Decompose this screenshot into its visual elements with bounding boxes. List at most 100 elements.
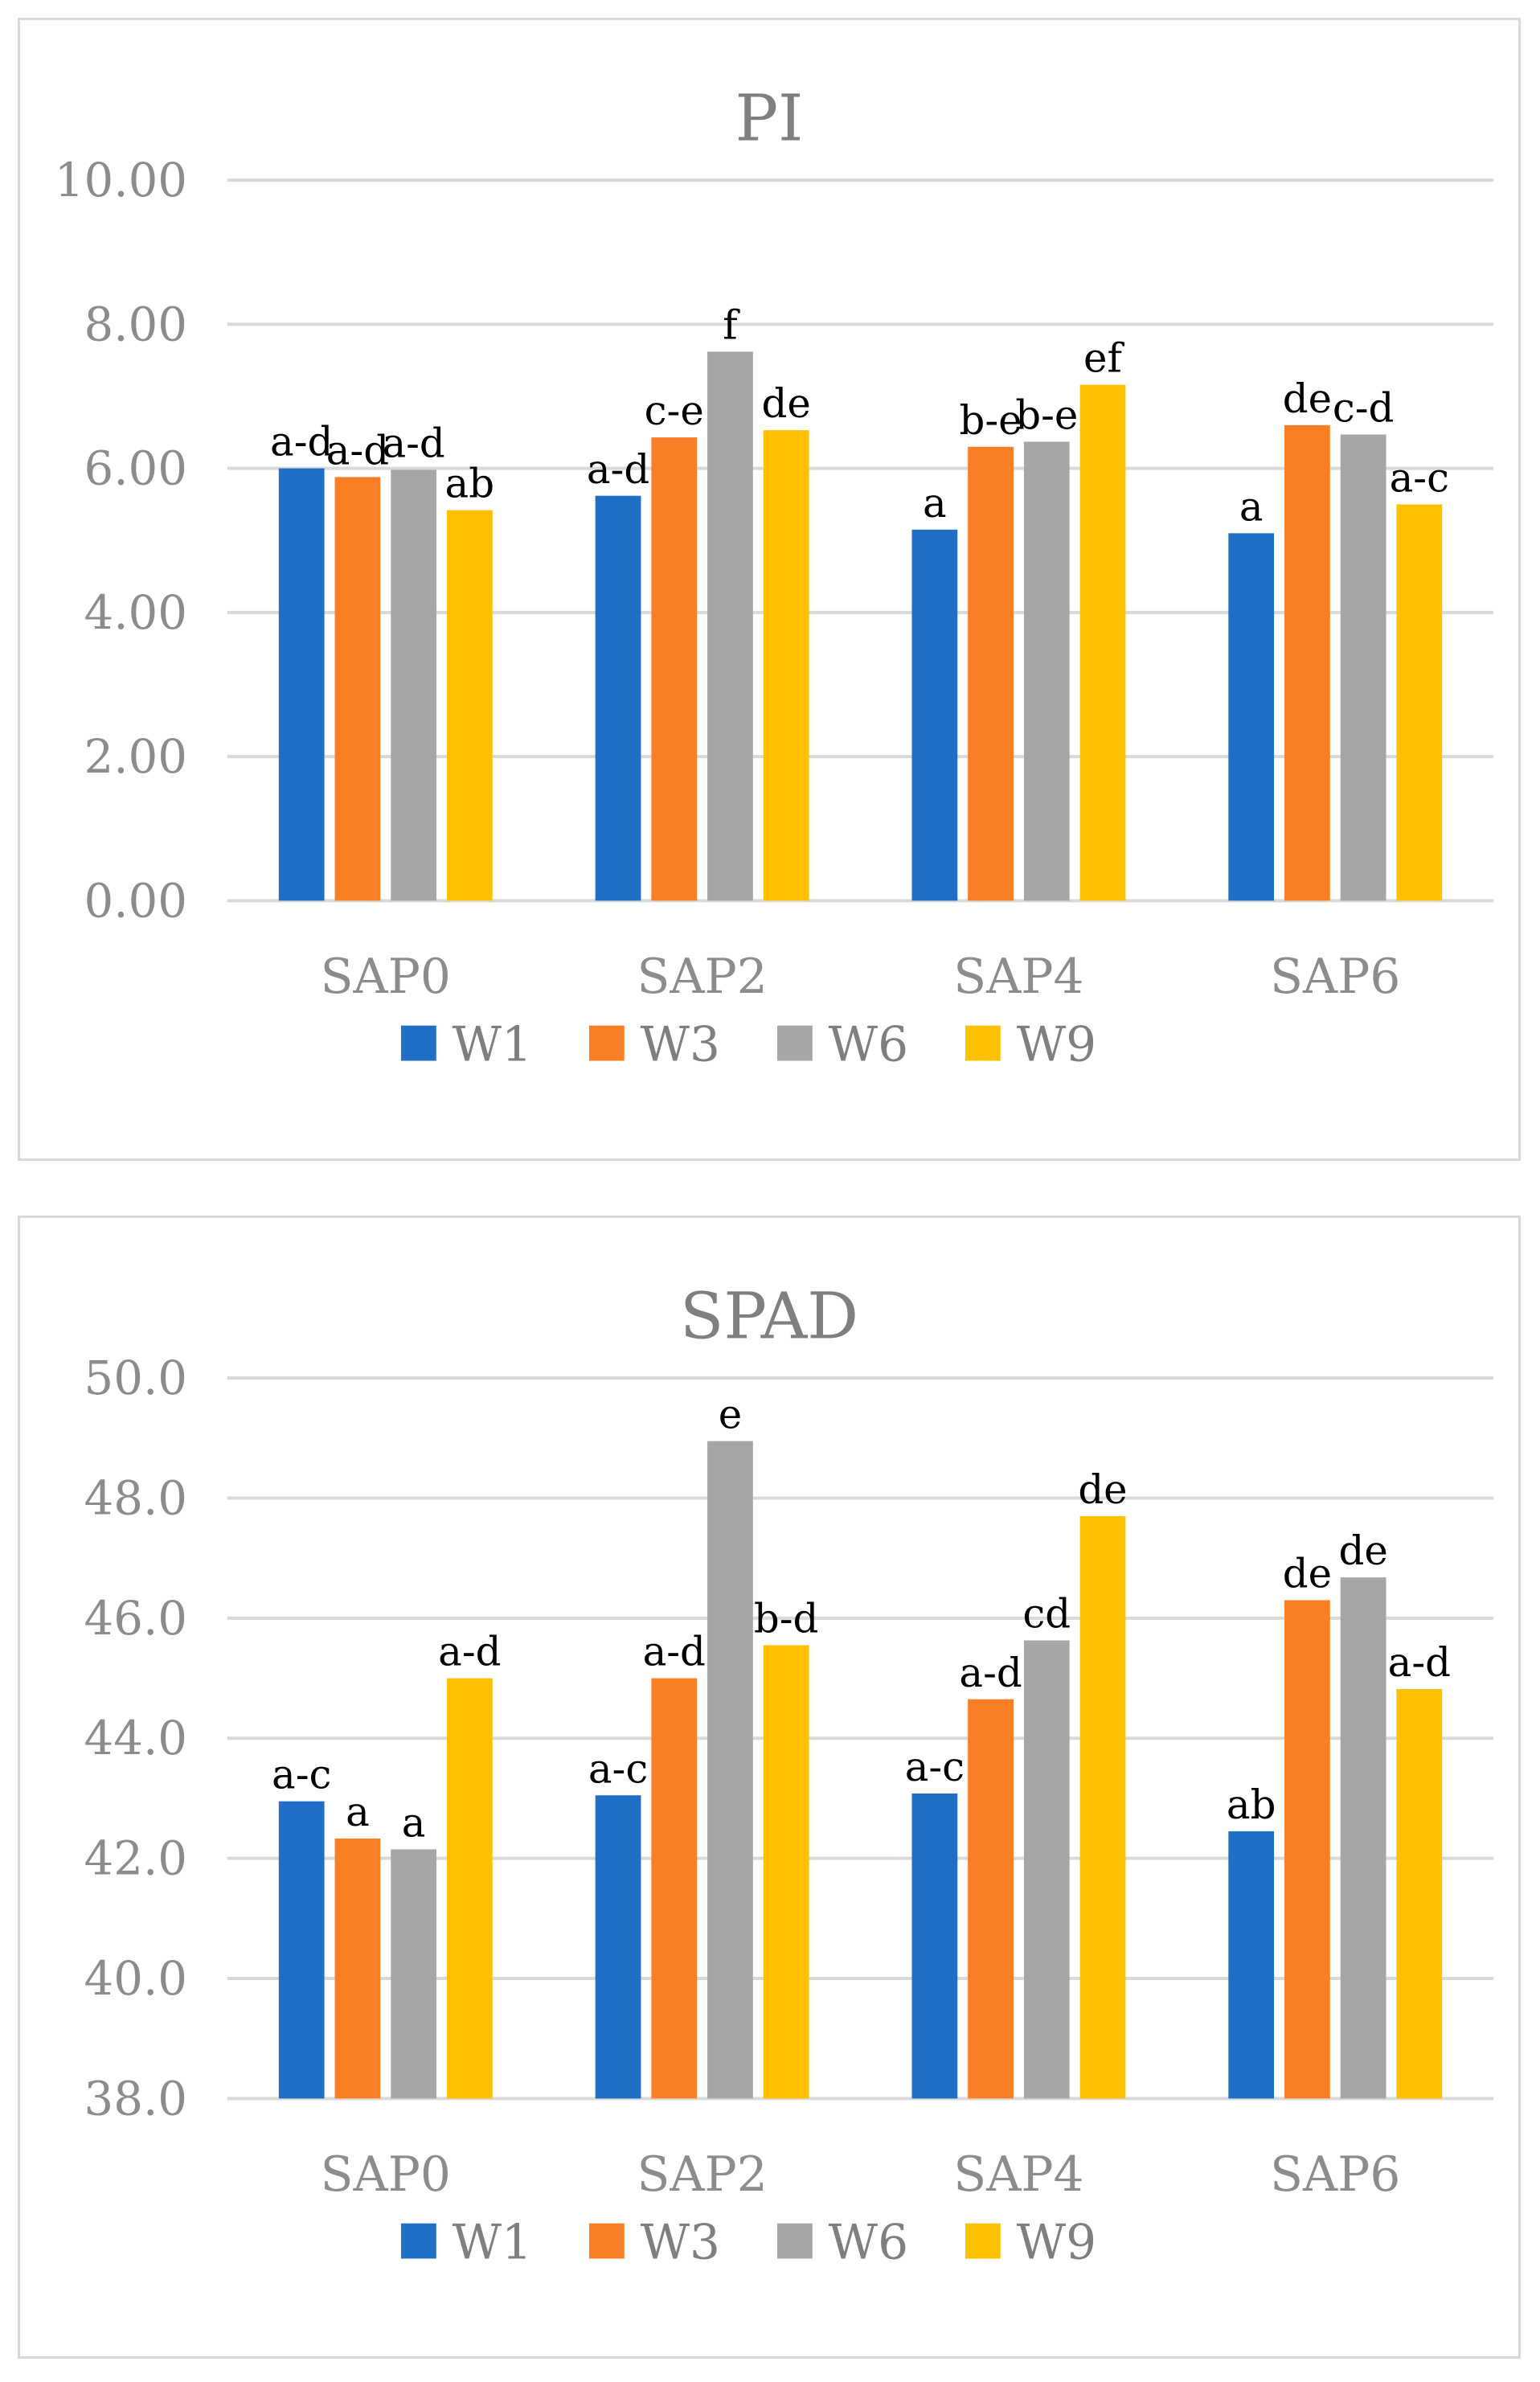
spad-bar-w9-sap2 (763, 1645, 809, 2099)
pi-bar-w6-sap4 (1023, 441, 1070, 901)
spad-bar-w6-sap0 (391, 1849, 437, 2099)
spad-data-label: ab (1227, 1781, 1276, 1828)
spad-data-label: e (719, 1392, 742, 1438)
pi-legend-label: W6 (829, 1018, 908, 1073)
pi-data-label: ef (1083, 335, 1124, 382)
spad-legend-swatch-w1 (400, 2223, 436, 2259)
pi-y-tick-label: 8.00 (84, 297, 187, 351)
pi-data-label: a-d (382, 420, 444, 466)
pi-bar-w6-sap0 (391, 469, 437, 901)
pi-data-label: de (762, 380, 811, 427)
spad-bar-w9-sap4 (1079, 1515, 1126, 2099)
pi-data-label: ab (445, 461, 495, 507)
spad-chart-svg: SPAD 38.0 40.0 42.0 44.0 46.0 48.0 50.0 SAP0 a-c a… (84, 1278, 1494, 2271)
pi-x-tick-label: SAP4 (953, 949, 1083, 1005)
pi-data-label: b-e (1015, 392, 1078, 439)
pi-y-tick-label: 2.00 (84, 729, 187, 784)
pi-legend-label: W3 (641, 1018, 720, 1073)
spad-data-label: de (1338, 1527, 1387, 1574)
spad-data-label: cd (1022, 1591, 1071, 1638)
pi-chart: PI 0.00 2.00 4.00 6.00 8.00 10.00 SAP0 a-d a-d a-d… (18, 18, 1521, 1161)
pi-data-label: a-c (1390, 455, 1449, 502)
spad-data-label: a (402, 1799, 426, 1846)
spad-data-label: de (1283, 1551, 1332, 1597)
pi-legend-swatch-w6 (776, 1025, 813, 1061)
pi-y-tick-label: 4.00 (84, 585, 187, 640)
pi-bar-w9-sap0 (446, 510, 493, 901)
pi-data-label: b-e (960, 397, 1022, 444)
spad-data-label: a-c (905, 1744, 965, 1790)
spad-data-label: b-d (754, 1596, 819, 1642)
pi-legend-swatch-w1 (400, 1025, 436, 1061)
pi-data-label: a (1239, 483, 1264, 530)
pi-bar-w9-sap2 (763, 430, 809, 901)
spad-bar-w9-sap0 (446, 1678, 493, 2099)
pi-bar-w3-sap0 (334, 477, 381, 901)
pi-bar-w1-sap2 (595, 495, 641, 901)
pi-data-label: a-d (326, 427, 389, 474)
spad-legend-swatch-w6 (776, 2223, 813, 2259)
pi-chart-title: PI (735, 80, 803, 155)
pi-legend-label: W9 (1017, 1018, 1096, 1073)
spad-y-tick-label: 40.0 (84, 1951, 187, 2006)
spad-x-tick-label: SAP4 (953, 2147, 1083, 2203)
spad-bar-w1-sap0 (278, 1801, 325, 2099)
spad-y-tick-label: 48.0 (84, 1470, 187, 1525)
spad-data-label: a-d (438, 1629, 501, 1675)
pi-legend-swatch-w3 (588, 1025, 625, 1061)
pi-y-tick-label: 0.00 (84, 873, 187, 928)
spad-data-label: a-d (959, 1650, 1022, 1696)
pi-bar-w3-sap6 (1284, 424, 1330, 901)
spad-y-tick-label: 50.0 (84, 1351, 187, 1405)
pi-legend-swatch-w9 (965, 1025, 1001, 1061)
pi-bar-w3-sap2 (651, 437, 698, 901)
spad-legend-swatch-w9 (965, 2223, 1001, 2259)
pi-data-label: f (723, 302, 740, 349)
spad-bar-w9-sap6 (1396, 1689, 1443, 2099)
pi-data-label: a (923, 480, 947, 527)
pi-bar-w9-sap6 (1396, 504, 1443, 901)
pi-bar-w1-sap4 (911, 529, 958, 901)
spad-y-tick-label: 42.0 (84, 1831, 187, 1886)
pi-data-label: c-d (1333, 385, 1395, 432)
spad-legend-swatch-w3 (588, 2223, 625, 2259)
spad-data-label: a (346, 1789, 370, 1835)
spad-y-tick-label: 44.0 (84, 1711, 187, 1765)
pi-bar-w6-sap6 (1340, 434, 1386, 901)
spad-bar-w6-sap2 (707, 1441, 753, 2099)
spad-bar-w6-sap6 (1340, 1577, 1386, 2099)
pi-legend-label: W1 (453, 1018, 532, 1073)
spad-bar-w3-sap0 (334, 1838, 381, 2099)
pi-x-tick-label: SAP6 (1270, 949, 1400, 1005)
pi-data-label: de (1283, 375, 1332, 422)
spad-x-tick-label: SAP2 (637, 2147, 767, 2203)
pi-x-tick-label: SAP2 (637, 949, 767, 1005)
spad-bar-w3-sap4 (968, 1699, 1014, 2099)
spad-legend-label: W3 (641, 2216, 720, 2271)
spad-bar-w3-sap6 (1284, 1600, 1330, 2099)
pi-bar-w9-sap4 (1079, 384, 1126, 901)
spad-data-label: a-d (643, 1629, 706, 1675)
spad-chart: SPAD 38.0 40.0 42.0 44.0 46.0 48.0 50.0 SAP0 a-c a… (18, 1216, 1521, 2359)
spad-bar-w1-sap4 (911, 1793, 958, 2099)
pi-bar-w1-sap6 (1228, 533, 1275, 901)
pi-y-tick-label: 10.00 (55, 153, 187, 207)
pi-data-label: a-d (587, 446, 649, 493)
spad-legend-label: W1 (453, 2216, 532, 2271)
spad-data-label: a-d (1388, 1639, 1451, 1686)
pi-data-label: c-e (645, 387, 704, 434)
pi-y-tick-label: 6.00 (84, 441, 187, 496)
pi-bar-w6-sap2 (707, 351, 753, 901)
spad-data-label: de (1078, 1466, 1127, 1513)
spad-bar-w1-sap6 (1228, 1831, 1275, 2099)
spad-data-label: a-c (272, 1752, 331, 1798)
pi-bar-w1-sap0 (278, 468, 325, 901)
spad-y-tick-label: 38.0 (84, 2071, 187, 2126)
spad-x-tick-label: SAP0 (321, 2147, 451, 2203)
spad-bar-w1-sap2 (595, 1795, 641, 2099)
spad-bar-w3-sap2 (651, 1678, 698, 2099)
pi-chart-svg: PI0.002.004.006.008.0010.00SAP0a-da-da-d… (55, 80, 1494, 1073)
spad-chart-title: SPAD (680, 1278, 858, 1353)
spad-legend-label: W6 (829, 2216, 908, 2271)
spad-y-tick-label: 46.0 (84, 1591, 187, 1646)
